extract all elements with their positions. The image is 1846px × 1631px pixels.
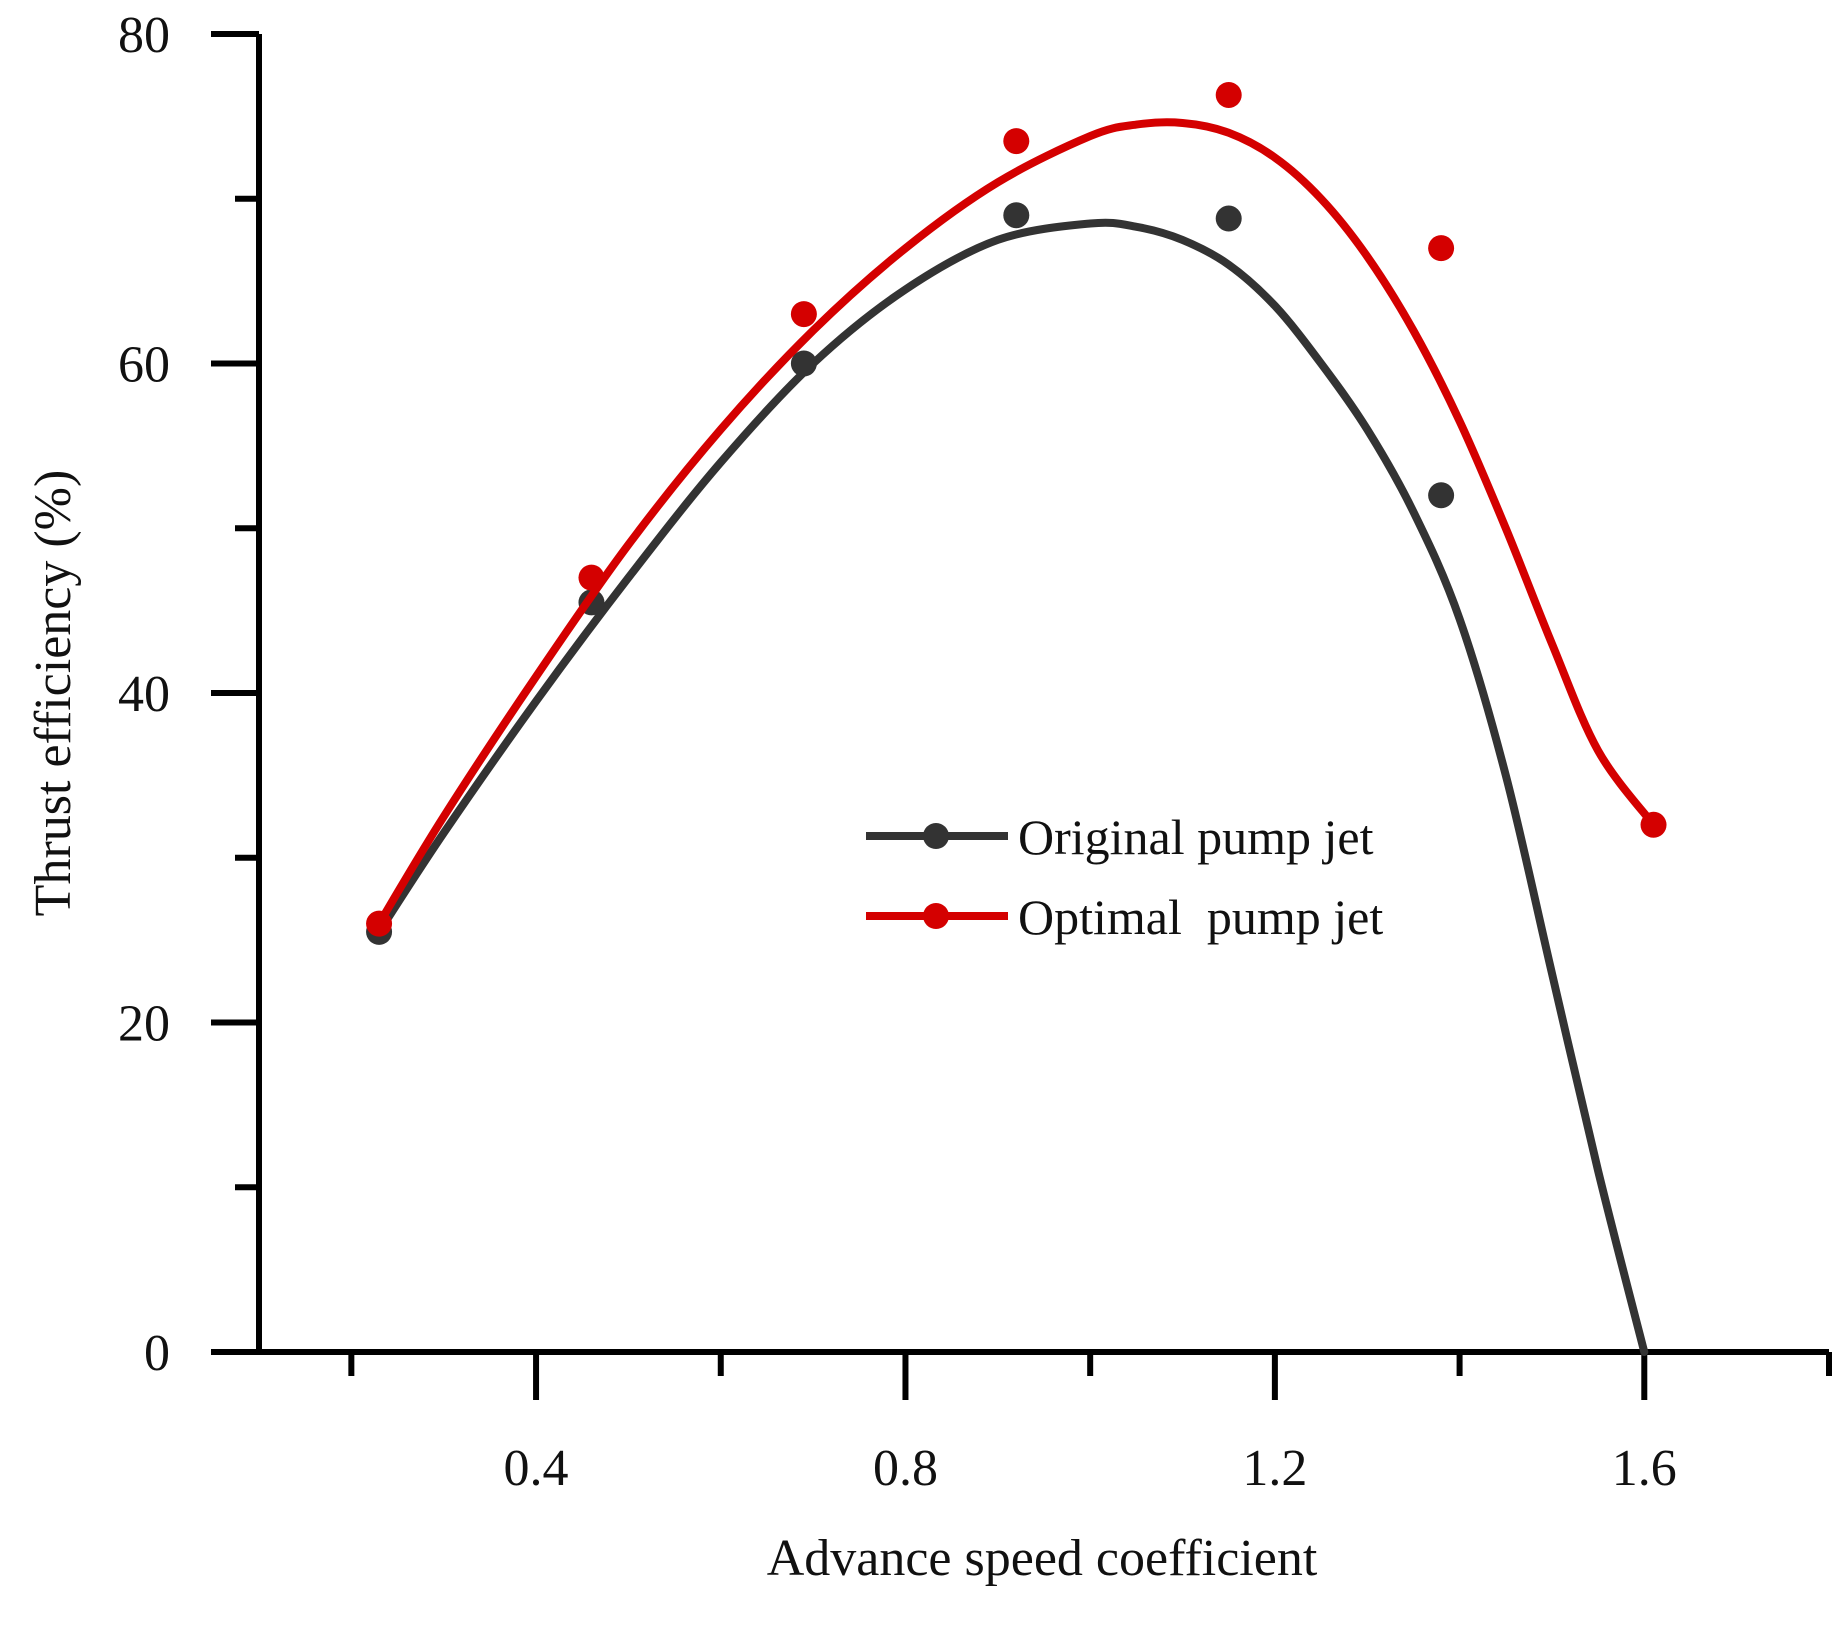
legend: Original pump jet Optimal pump jet (866, 809, 1383, 945)
data-point-original (1003, 202, 1030, 229)
legend-swatch-marker-optimal (923, 903, 949, 929)
data-point-optimal (1215, 81, 1242, 108)
data-point-optimal (1640, 811, 1667, 838)
legend-item-original: Original pump jet (866, 809, 1374, 865)
legend-item-optimal: Optimal pump jet (866, 889, 1383, 945)
y-axis-title: Thrust efficiency (%) (25, 470, 82, 917)
data-point-original (1215, 205, 1242, 232)
series-line-optimal (375, 118, 1658, 928)
y-tick-label: 0 (144, 1325, 170, 1382)
y-tick-label: 60 (118, 337, 170, 394)
legend-label-optimal: Optimal pump jet (1018, 889, 1383, 945)
x-axis-title: Advance speed coefficient (767, 1530, 1318, 1587)
x-tick-label: 0.8 (873, 1440, 938, 1497)
data-point-original (790, 350, 817, 377)
y-ticks: 0 20 40 60 80 (118, 7, 259, 1382)
data-point-optimal (1428, 235, 1455, 262)
data-point-optimal (790, 301, 817, 328)
y-tick-label: 80 (118, 7, 170, 64)
x-ticks: 0.4 0.8 1.2 1.6 (348, 1352, 1832, 1497)
data-point-optimal (366, 910, 393, 937)
series-line-original (375, 218, 1649, 1356)
legend-swatch-marker-original (923, 823, 949, 849)
x-tick-label: 1.6 (1612, 1440, 1677, 1497)
y-tick-label: 40 (118, 666, 170, 723)
series-layer (366, 81, 1667, 1356)
series-original (366, 202, 1649, 1356)
y-tick-label: 20 (118, 996, 170, 1053)
x-tick-label: 0.4 (504, 1440, 569, 1497)
data-point-optimal (578, 564, 605, 591)
legend-label-original: Original pump jet (1018, 809, 1374, 865)
series-optimal (366, 81, 1667, 937)
data-point-original (1428, 482, 1455, 509)
data-point-optimal (1003, 128, 1030, 155)
x-tick-label: 1.2 (1242, 1440, 1307, 1497)
